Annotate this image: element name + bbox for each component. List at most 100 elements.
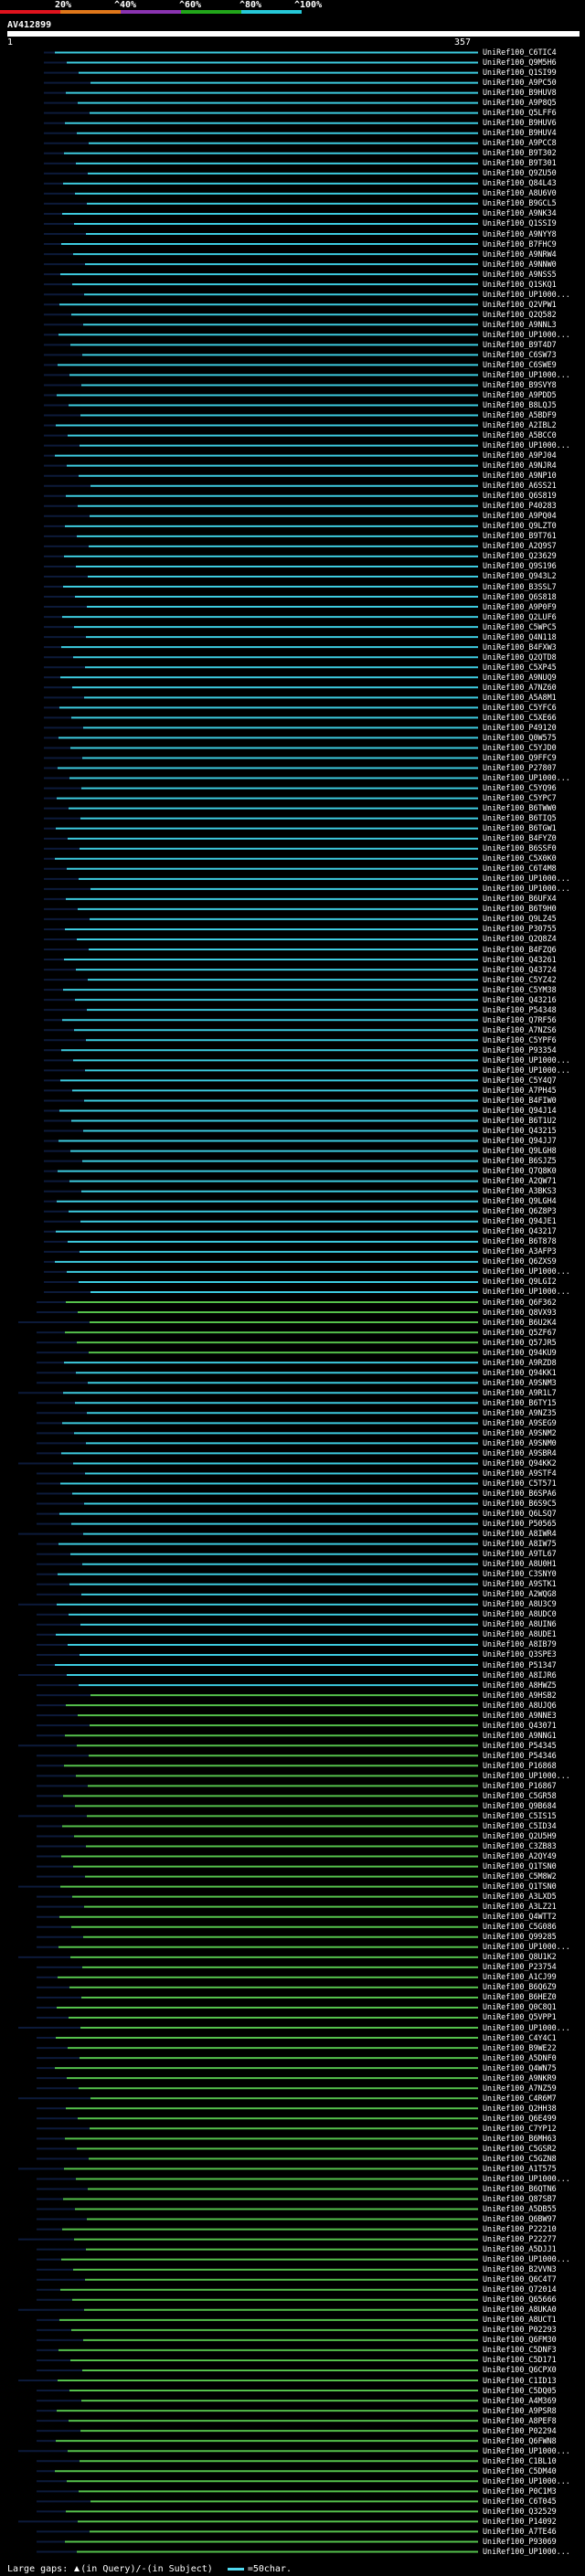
hit-label[interactable]: UniRef100_A9NYY8 — [483, 228, 557, 239]
hit-label[interactable]: UniRef100_B6MH63 — [483, 2133, 557, 2143]
hit-label[interactable]: UniRef100_Q43217 — [483, 1226, 557, 1236]
hit-label[interactable]: UniRef100_P54345 — [483, 1740, 557, 1750]
hit-label[interactable]: UniRef100_C1BL10 — [483, 2455, 557, 2465]
hit-label[interactable]: UniRef100_A9NRW4 — [483, 249, 557, 259]
hit-label[interactable]: UniRef100_B6S9C5 — [483, 1499, 557, 1509]
hit-label[interactable]: UniRef100_C6T045 — [483, 2496, 557, 2506]
hit-label[interactable]: UniRef100_UP1000... — [483, 1770, 570, 1780]
hit-label[interactable]: UniRef100_Q32529 — [483, 2506, 557, 2516]
hit-label[interactable]: UniRef100_Q9LZT0 — [483, 521, 557, 531]
hit-label[interactable]: UniRef100_C7YP12 — [483, 2123, 557, 2133]
hit-label[interactable]: UniRef100_Q9FFC9 — [483, 752, 557, 762]
hit-label[interactable]: UniRef100_A9SNM3 — [483, 1377, 557, 1387]
hit-label[interactable]: UniRef100_A8UKA0 — [483, 2305, 557, 2315]
hit-label[interactable]: UniRef100_C5YJD0 — [483, 742, 557, 752]
hit-label[interactable]: UniRef100_B6TIQ5 — [483, 813, 557, 823]
hit-label[interactable]: UniRef100_UP1000... — [483, 773, 570, 783]
hit-label[interactable]: UniRef100_Q6ZXS9 — [483, 1256, 557, 1267]
hit-label[interactable]: UniRef100_C5GSR2 — [483, 2143, 557, 2153]
hit-label[interactable]: UniRef100_A9TL67 — [483, 1549, 557, 1559]
hit-label[interactable]: UniRef100_A8UDE1 — [483, 1629, 557, 1639]
hit-label[interactable]: UniRef100_A9SNM0 — [483, 1437, 557, 1447]
hit-label[interactable]: UniRef100_A7TE46 — [483, 2526, 557, 2536]
hit-label[interactable]: UniRef100_Q6E499 — [483, 2113, 557, 2123]
hit-label[interactable]: UniRef100_UP1000... — [483, 2022, 570, 2032]
hit-label[interactable]: UniRef100_UP1000... — [483, 289, 570, 299]
hit-label[interactable]: UniRef100_Q1TSN0 — [483, 1861, 557, 1871]
hit-label[interactable]: UniRef100_A9PJ04 — [483, 451, 557, 461]
hit-label[interactable]: UniRef100_B6Q6Z9 — [483, 1982, 557, 1992]
hit-label[interactable]: UniRef100_Q5VPP1 — [483, 2012, 557, 2022]
hit-label[interactable]: UniRef100_P27807 — [483, 763, 557, 772]
hit-label[interactable]: UniRef100_Q6CPX0 — [483, 2365, 557, 2375]
hit-label[interactable]: UniRef100_A8IB79 — [483, 1639, 557, 1649]
hit-label[interactable]: UniRef100_Q94J14 — [483, 1105, 557, 1115]
hit-label[interactable]: UniRef100_Q6F362 — [483, 1297, 557, 1307]
hit-label[interactable]: UniRef100_UP1000... — [483, 1055, 570, 1065]
hit-label[interactable]: UniRef100_C1ID13 — [483, 2375, 557, 2385]
hit-label[interactable]: UniRef100_C5XP45 — [483, 662, 557, 672]
hit-label[interactable]: UniRef100_B2VVN3 — [483, 2264, 557, 2274]
hit-label[interactable]: UniRef100_A9PDD5 — [483, 389, 557, 399]
hit-label[interactable]: UniRef100_Q0W575 — [483, 732, 557, 742]
hit-label[interactable]: UniRef100_B9T302 — [483, 148, 557, 158]
hit-label[interactable]: UniRef100_Q43071 — [483, 1720, 557, 1730]
hit-label[interactable]: UniRef100_B7FHC9 — [483, 239, 557, 249]
hit-label[interactable]: UniRef100_B6QTN6 — [483, 2183, 557, 2193]
hit-label[interactable]: UniRef100_Q2Q582 — [483, 309, 557, 319]
hit-label[interactable]: UniRef100_A1T575 — [483, 2163, 557, 2173]
hit-label[interactable]: UniRef100_A2QW71 — [483, 1176, 557, 1186]
hit-label[interactable]: UniRef100_Q94JE1 — [483, 1216, 557, 1226]
hit-label[interactable]: UniRef100_Q9LGI2 — [483, 1277, 557, 1287]
hit-label[interactable]: UniRef100_A9NNG1 — [483, 1730, 557, 1740]
hit-label[interactable]: UniRef100_C5Y4Q7 — [483, 1075, 557, 1085]
hit-label[interactable]: UniRef100_B6SPA6 — [483, 1489, 557, 1499]
hit-label[interactable]: UniRef100_Q9LGH4 — [483, 1196, 557, 1206]
hit-label[interactable]: UniRef100_UP1000... — [483, 1287, 570, 1297]
hit-label[interactable]: UniRef100_A2IBL2 — [483, 420, 557, 430]
hit-label[interactable]: UniRef100_A8HWZ5 — [483, 1680, 557, 1690]
hit-label[interactable]: UniRef100_C5YM38 — [483, 984, 557, 994]
hit-label[interactable]: UniRef100_P23754 — [483, 1962, 557, 1972]
hit-label[interactable]: UniRef100_A7NZ59 — [483, 2083, 557, 2093]
hit-label[interactable]: UniRef100_Q43261 — [483, 954, 557, 964]
hit-label[interactable]: UniRef100_A5DB55 — [483, 2204, 557, 2214]
hit-label[interactable]: UniRef100_Q43724 — [483, 964, 557, 974]
hit-label[interactable]: UniRef100_P40283 — [483, 501, 557, 511]
hit-label[interactable]: UniRef100_UP1000... — [483, 2254, 570, 2264]
hit-label[interactable]: UniRef100_A4M369 — [483, 2395, 557, 2405]
hit-label[interactable]: UniRef100_UP1000... — [483, 2173, 570, 2183]
hit-label[interactable]: UniRef100_C6SW73 — [483, 349, 557, 359]
hit-label[interactable]: UniRef100_A9P0F9 — [483, 601, 557, 611]
hit-label[interactable]: UniRef100_Q94KK2 — [483, 1458, 557, 1468]
hit-label[interactable]: UniRef100_A2QY49 — [483, 1851, 557, 1861]
hit-label[interactable]: UniRef100_B9T4D7 — [483, 339, 557, 349]
hit-label[interactable]: UniRef100_P16867 — [483, 1780, 557, 1790]
hit-label[interactable]: UniRef100_Q9S196 — [483, 561, 557, 571]
hit-label[interactable]: UniRef100_P14092 — [483, 2516, 557, 2526]
hit-label[interactable]: UniRef100_Q2HH38 — [483, 2103, 557, 2113]
hit-label[interactable]: UniRef100_A2Q9S7 — [483, 541, 557, 551]
hit-label[interactable]: UniRef100_Q1SKQ1 — [483, 279, 557, 289]
hit-label[interactable]: UniRef100_Q9ZU50 — [483, 168, 557, 178]
hit-label[interactable]: UniRef100_B9T761 — [483, 531, 557, 541]
hit-label[interactable]: UniRef100_C5YZ42 — [483, 974, 557, 984]
hit-label[interactable]: UniRef100_Q23629 — [483, 551, 557, 561]
hit-label[interactable]: UniRef100_A7NZS6 — [483, 1024, 557, 1034]
hit-label[interactable]: UniRef100_Q2QTD8 — [483, 652, 557, 662]
hit-label[interactable]: UniRef100_C5T571 — [483, 1479, 557, 1488]
hit-label[interactable]: UniRef100_A9SNM2 — [483, 1427, 557, 1437]
hit-label[interactable]: UniRef100_A8UJQ6 — [483, 1700, 557, 1710]
hit-label[interactable]: UniRef100_A9NJR4 — [483, 461, 557, 471]
hit-label[interactable]: UniRef100_P22210 — [483, 2224, 557, 2234]
hit-label[interactable]: UniRef100_Q2U5H9 — [483, 1830, 557, 1840]
hit-label[interactable]: UniRef100_A8U6V0 — [483, 188, 557, 198]
hit-label[interactable]: UniRef100_Q2Q8Z4 — [483, 934, 557, 944]
hit-label[interactable]: UniRef100_A8IW75 — [483, 1539, 557, 1549]
hit-label[interactable]: UniRef100_Q6FWN8 — [483, 2435, 557, 2445]
hit-label[interactable]: UniRef100_P0C1M3 — [483, 2486, 557, 2496]
hit-label[interactable]: UniRef100_Q2VPW1 — [483, 299, 557, 309]
hit-label[interactable]: UniRef100_A1CJ99 — [483, 1972, 557, 1982]
hit-label[interactable]: UniRef100_P22277 — [483, 2234, 557, 2244]
hit-label[interactable]: UniRef100_A9PSR8 — [483, 2405, 557, 2415]
